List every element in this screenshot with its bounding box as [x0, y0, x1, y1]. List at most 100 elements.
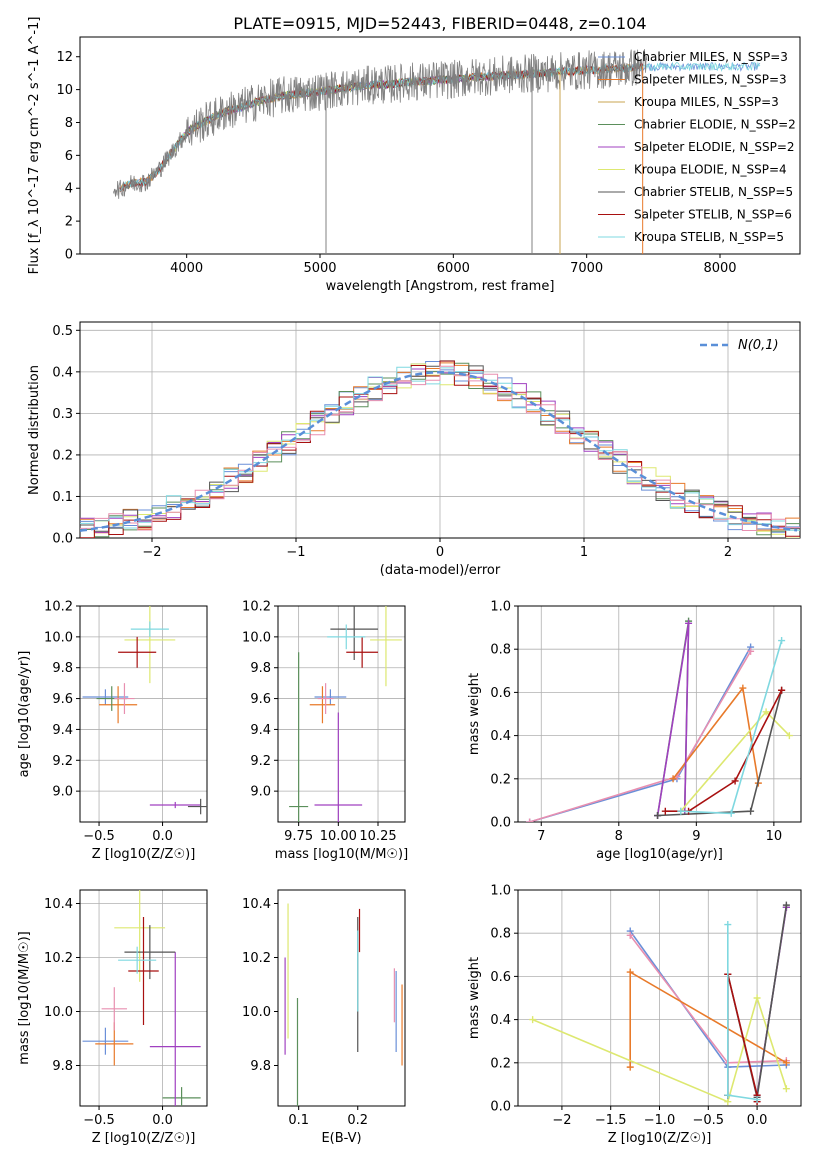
y-tick-label: 9.2: [52, 754, 73, 769]
y-tick-label: 10.4: [44, 897, 73, 912]
weight-marker: [677, 807, 685, 815]
x-tick-label: −1.0: [644, 1113, 676, 1128]
errorbar-point-6: [128, 917, 159, 1025]
errorbar-point-7: [118, 946, 157, 974]
weight-marker: [526, 818, 534, 822]
x-tick-label: 0.2: [347, 1113, 368, 1128]
weight-marker: [727, 809, 735, 817]
age-vs-Z-axes: −0.5 0.0 9.0 9.2 9.4 9.6 9.8 10.0 10.2 Z [log10(Z…: [17, 600, 208, 862]
weight-series-4: [656, 623, 690, 816]
x-tick-label: 7000: [570, 261, 603, 276]
weight-vs-age-axes: 7 8 9 10 0.0 0.2 0.4 0.6 0.8 1.0 age [log10(age/yr…: [467, 600, 802, 862]
y-tick-label: 0.4: [490, 729, 511, 744]
figure-title: PLATE=0915, MJD=52443, FIBERID=0448, z=0…: [233, 14, 646, 33]
x-tick-label: 0.0: [152, 1113, 173, 1128]
legend-label-5: Kroupa ELODIE, N_SSP=4: [634, 163, 787, 177]
x-axis-label: wavelength [Angstrom, rest frame]: [326, 279, 555, 294]
weight-marker: [626, 1063, 634, 1071]
x-tick-label: 8: [615, 829, 623, 844]
y-tick-label: 0.8: [490, 643, 511, 658]
y-axis-label: Normed distribution: [27, 365, 42, 495]
mass-vs-EBV-points: [284, 903, 403, 1106]
weight-series-5: [532, 995, 788, 1103]
age-vs-mass-points: [289, 606, 402, 822]
x-axis-label: Z [log10(Z/Z☉)]: [92, 847, 196, 862]
x-tick-label: −0.5: [693, 1113, 725, 1128]
weight-marker: [747, 647, 755, 655]
y-tick-label: 0.2: [52, 448, 73, 463]
y-tick-label: 0.6: [490, 686, 511, 701]
y-tick-label: 10.2: [242, 951, 271, 966]
y-tick-label: 8: [65, 116, 73, 131]
errorbar-point-6: [118, 636, 157, 668]
y-axis-label: age [log10(age/yr)]: [17, 651, 32, 778]
weight-marker: [762, 708, 770, 716]
y-tick-label: 0.0: [52, 532, 73, 547]
weight-series-5: [680, 710, 790, 812]
errorbar-point-4: [114, 890, 166, 982]
x-tick-label: −0.5: [83, 829, 115, 844]
x-tick-label: 0.1: [288, 1113, 309, 1128]
errorbar-point-8: [101, 987, 127, 1031]
x-axis-label: Z [log10(Z/Z☉)]: [608, 1131, 712, 1146]
weight-series-6: [657, 690, 783, 817]
x-axis-label: E(B-V): [321, 1131, 361, 1146]
x-tick-label: 4000: [170, 261, 203, 276]
x-tick-label: −2: [552, 1113, 571, 1128]
legend-label-7: Salpeter STELIB, N_SSP=6: [634, 208, 792, 222]
errorbar-point-2: [289, 652, 309, 822]
y-tick-label: 9.6: [52, 692, 73, 707]
y-tick-label: 10.0: [44, 1005, 73, 1020]
x-tick-label: 1: [580, 545, 588, 560]
y-tick-label: 6: [65, 149, 73, 164]
weight-series-1: [529, 650, 752, 822]
errorbar-point-7: [130, 621, 169, 637]
y-tick-label: 10: [56, 83, 73, 98]
y-tick-label: 2: [65, 215, 73, 230]
legend-label-6: Chabrier STELIB, N_SSP=5: [634, 185, 793, 199]
reference-gaussian: [80, 371, 798, 532]
errorbar-point-8: [317, 683, 334, 714]
x-tick-label: −0.5: [83, 1113, 115, 1128]
y-tick-label: 9.4: [52, 723, 73, 738]
legend-label-3: Chabrier ELODIE, N_SSP=2: [634, 118, 796, 132]
y-tick-label: 9.0: [52, 785, 73, 800]
observed-spectrum: [112, 49, 648, 199]
y-tick-label: 10.0: [242, 630, 271, 645]
weight-series-7: [727, 974, 758, 1102]
weight-marker: [626, 931, 634, 939]
errorbar-point-3: [314, 712, 363, 822]
residuals-axes: −2 −1 0 1 2 0.0 0.1 0.2 0.3 0.4 0.5 (data-model)/er…: [27, 321, 801, 578]
weight-marker: [753, 994, 761, 1002]
x-tick-label: 10.00: [320, 829, 357, 844]
weight-vs-Z-frame: [517, 889, 802, 1107]
y-axis-label: mass weight: [467, 673, 482, 755]
errorbar-point-4: [124, 606, 176, 684]
x-tick-label: 5000: [303, 261, 336, 276]
x-axis-label: (data-model)/error: [380, 563, 501, 578]
weight-marker: [661, 807, 669, 815]
errorbar-point-5: [187, 798, 207, 815]
y-tick-label: 0.5: [52, 324, 73, 339]
x-tick-label: 9.75: [284, 829, 313, 844]
weight-marker: [778, 637, 786, 645]
weight-marker: [785, 732, 793, 740]
weight-marker: [654, 812, 662, 820]
weight-marker: [782, 1085, 790, 1093]
errorbar-point-5: [124, 925, 176, 980]
weight-marker: [782, 1059, 790, 1067]
age-vs-mass-axes: 9.75 10.00 10.25 9.0 9.2 9.4 9.6 9.8 10.0 10.2 mas…: [242, 600, 408, 863]
y-tick-label: 10.0: [44, 630, 73, 645]
weight-marker: [753, 1096, 761, 1104]
weight-vs-age-lines: [526, 617, 793, 822]
x-tick-label: 6000: [437, 261, 470, 276]
errorbar-point-2: [162, 1087, 201, 1106]
errorbar-point-7: [327, 624, 366, 650]
y-tick-label: 9.6: [250, 692, 271, 707]
errorbar-point-0: [82, 689, 129, 705]
spectrum-legend: Chabrier MILES, N_SSP=3 Salpeter MILES, N…: [598, 50, 796, 244]
errorbar-point-0: [82, 1027, 129, 1055]
x-tick-label: 0.0: [747, 1113, 768, 1128]
y-tick-label: 10.0: [242, 1005, 271, 1020]
y-tick-label: 9.2: [250, 754, 271, 769]
